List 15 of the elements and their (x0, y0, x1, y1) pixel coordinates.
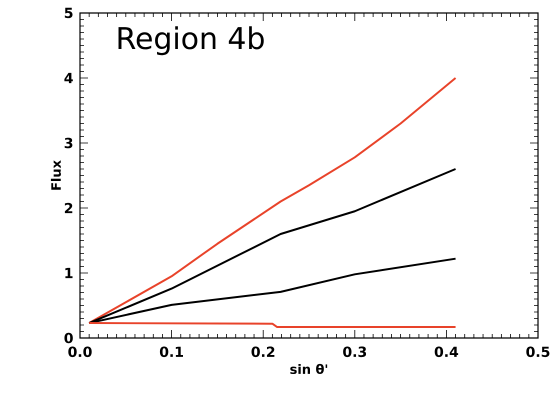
annotation: Region 4b (118, 26, 264, 56)
x-tick-label: 0.0 (68, 346, 92, 358)
x-axis-title: sin θ' (290, 364, 328, 374)
x-tick-label: 0.5 (526, 346, 550, 358)
y-tick-label: 1 (65, 268, 73, 278)
y-tick-label: 4 (64, 72, 73, 84)
x-tick-label: 0.4 (434, 346, 458, 358)
y-tick-label: 5 (64, 8, 73, 18)
y-tick-label: 2 (64, 202, 72, 214)
x-tick-label: 0.3 (343, 346, 366, 358)
y-axis-title: Flux (50, 160, 61, 190)
y-tick-label: 3 (64, 138, 72, 148)
x-tick-label: 0.2 (252, 346, 274, 358)
y-tick-label: 0 (64, 332, 73, 344)
x-tick-label: 0.1 (160, 346, 184, 358)
